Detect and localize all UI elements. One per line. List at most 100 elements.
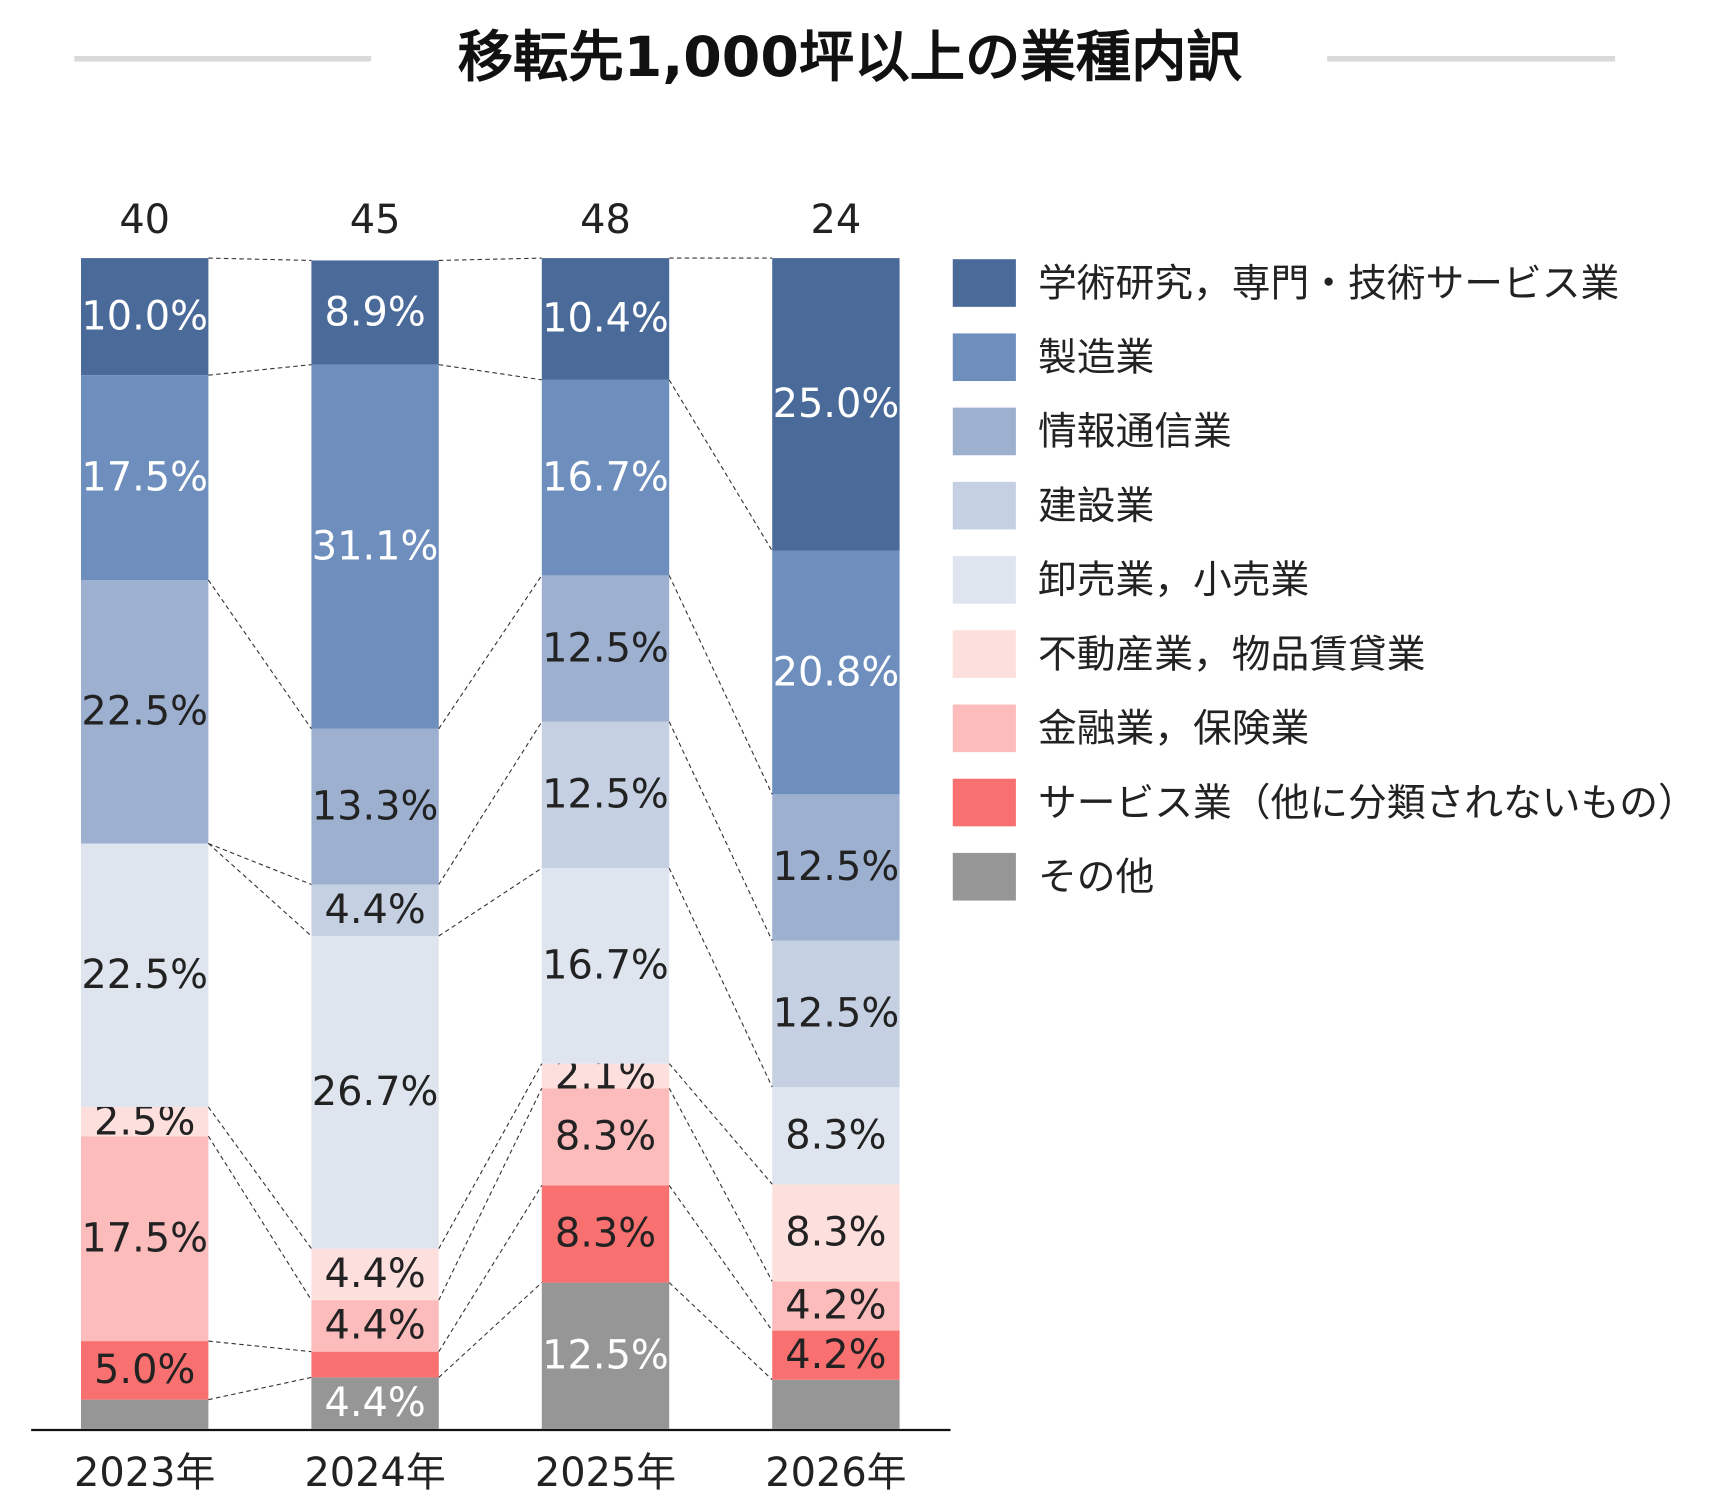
- legend-swatch: [952, 704, 1016, 753]
- legend-label: 不動産業，物品賃貸業: [1038, 632, 1426, 677]
- connector: [668, 379, 773, 552]
- bar-segment: [81, 1341, 209, 1400]
- data-label: 25.0%: [773, 381, 900, 427]
- legend-swatch: [952, 630, 1016, 678]
- data-label: 13.3%: [312, 783, 439, 829]
- bar-segment: [772, 1087, 900, 1185]
- legend-swatch: [952, 407, 1016, 456]
- legend-label: 建設業: [1038, 484, 1154, 529]
- data-label: 22.5%: [81, 952, 208, 998]
- data-label: 8.3%: [785, 1112, 886, 1158]
- bar-segment: [311, 1300, 439, 1352]
- legend-label: 金融業，保険業: [1038, 707, 1309, 752]
- connector: [208, 1340, 312, 1353]
- data-label: 12.5%: [542, 1332, 669, 1378]
- connector: [668, 721, 773, 941]
- connector: [438, 1282, 543, 1378]
- total-label: 24: [811, 197, 862, 243]
- legend-label: その他: [1038, 855, 1154, 900]
- bar-segment: [81, 258, 209, 376]
- bar-segment: [541, 868, 670, 1064]
- connector: [207, 1135, 312, 1301]
- bar-segment: [311, 364, 439, 729]
- legend-swatch: [952, 481, 1016, 530]
- bar-segment: [541, 1088, 670, 1186]
- bar-segment: [541, 1185, 670, 1283]
- connector: [668, 1185, 773, 1331]
- bar-segment: [772, 940, 900, 1088]
- bar-segment: [541, 1063, 670, 1089]
- data-label: 4.2%: [785, 1332, 886, 1378]
- connector: [668, 1087, 773, 1282]
- data-label: 4.4%: [324, 1251, 425, 1297]
- data-label: 31.1%: [312, 523, 439, 569]
- connector: [668, 1282, 773, 1381]
- legend-label: 製造業: [1038, 336, 1154, 381]
- data-label: 10.4%: [542, 296, 669, 342]
- legend-label: 卸売業，小売業: [1038, 558, 1309, 603]
- data-label: 22.5%: [81, 689, 208, 735]
- data-label: 12.5%: [542, 772, 669, 818]
- connector: [208, 364, 312, 376]
- bar-segment: [772, 550, 900, 795]
- legend-label: 学術研究，専門・技術サービス業: [1038, 261, 1619, 306]
- chart-title: 移転先1,000坪以上の業種内訳: [458, 26, 1243, 90]
- data-label: 12.5%: [773, 991, 900, 1037]
- connector: [208, 257, 312, 261]
- bar-segment: [541, 379, 670, 576]
- bar-segment: [311, 260, 439, 365]
- bar-segment: [81, 1136, 209, 1342]
- bar-segment: [772, 1330, 900, 1380]
- data-label: 4.4%: [324, 887, 425, 933]
- bar-segment: [541, 575, 670, 722]
- legend-swatch: [952, 556, 1016, 604]
- connector: [438, 1185, 543, 1352]
- bar-segment: [311, 1248, 439, 1301]
- x-tick-label: 2024年: [304, 1450, 445, 1496]
- legend-label: 情報通信業: [1038, 410, 1232, 455]
- connector: [438, 721, 543, 885]
- bar-segment: [541, 1282, 670, 1429]
- connector: [207, 1106, 312, 1249]
- total-label: 45: [350, 197, 401, 243]
- data-label: 16.7%: [542, 943, 669, 989]
- data-label: 4.2%: [785, 1283, 886, 1329]
- total-label: 40: [119, 197, 170, 243]
- legend-label: サービス業（他に分類されないもの）: [1038, 781, 1697, 826]
- bar-segment: [772, 1379, 900, 1429]
- x-tick-label: 2026年: [765, 1450, 906, 1496]
- data-label: 20.8%: [773, 649, 900, 695]
- connector: [208, 843, 312, 937]
- data-label: 26.7%: [312, 1069, 439, 1115]
- data-label: 10.0%: [81, 293, 208, 339]
- x-tick-label: 2025年: [535, 1450, 676, 1496]
- data-label: 17.5%: [81, 1215, 208, 1261]
- bar-segment: [311, 1377, 439, 1429]
- legend-swatch: [952, 333, 1016, 382]
- connector: [438, 1063, 543, 1249]
- bar-segment: [772, 794, 900, 941]
- data-label: 4.4%: [324, 1303, 425, 1349]
- data-label: 5.0%: [94, 1347, 195, 1393]
- connector: [438, 364, 542, 381]
- bar-segment: [772, 1184, 900, 1282]
- data-label: 17.5%: [81, 454, 208, 500]
- bar-segment: [81, 375, 209, 581]
- connector: [208, 842, 312, 886]
- bar-segment: [81, 843, 209, 1107]
- data-label: 12.5%: [542, 625, 669, 671]
- legend-swatch: [952, 778, 1016, 827]
- data-label: 8.3%: [785, 1210, 886, 1256]
- connector: [207, 579, 312, 730]
- x-tick-label: 2023年: [74, 1450, 215, 1496]
- bar-segment: [311, 884, 439, 937]
- bar-segment: [81, 1106, 209, 1137]
- data-label: 4.4%: [324, 1380, 425, 1426]
- bar-segment: [311, 1351, 439, 1378]
- data-label: 12.5%: [773, 844, 900, 890]
- bar-segment: [81, 580, 209, 844]
- data-label: 8.9%: [324, 289, 425, 335]
- connector: [438, 1087, 543, 1301]
